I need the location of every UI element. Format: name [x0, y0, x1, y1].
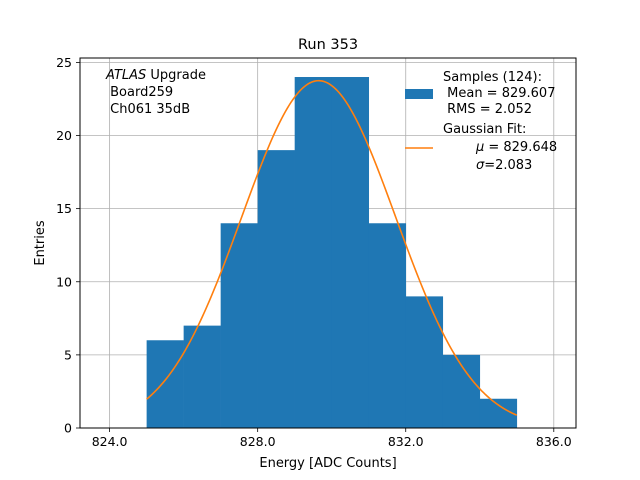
- x-tick-label: 824.0: [92, 434, 128, 449]
- atlas-annotation-line-3: Ch061 35dB: [106, 102, 190, 117]
- legend-histogram-line-1: Samples (124):: [443, 70, 542, 85]
- plot-frame: [79, 57, 577, 429]
- x-tick-label: 832.0: [388, 434, 424, 449]
- legend-fit-sigma: σ=2.083: [447, 158, 553, 173]
- gaussian-fit-curve: [146, 79, 518, 416]
- legend-histogram-line-3: RMS = 2.052: [443, 102, 532, 117]
- y-tick-label: 5: [64, 347, 72, 362]
- histogram-bars: [146, 77, 518, 429]
- legend: Samples (124): Mean = 829.607 RMS = 2.05…: [405, 70, 578, 173]
- histogram-bar: [442, 354, 481, 428]
- histogram-bar: [294, 77, 333, 429]
- y-tick-label: 15: [56, 201, 72, 216]
- atlas-annotation-line-2: Board259: [106, 85, 173, 100]
- y-axis-label: Entries: [33, 220, 48, 266]
- x-axis-label: Energy [ADC Counts]: [259, 456, 396, 471]
- histogram-bar: [146, 340, 184, 428]
- legend-histogram-swatch: [405, 89, 433, 99]
- chart-title: Run 353: [298, 37, 358, 53]
- x-axis-ticks: 824.0 828.0 832.0 836.0: [92, 428, 572, 449]
- atlas-upgrade-text: Upgrade: [146, 68, 206, 83]
- x-tick-label: 828.0: [240, 434, 276, 449]
- y-tick-label: 0: [64, 421, 72, 436]
- atlas-italic-text: ATLAS: [105, 68, 146, 83]
- histogram-bar: [479, 398, 518, 428]
- sigma-symbol: σ: [476, 158, 485, 173]
- atlas-annotation-line-1: ATLAS Upgrade: [105, 68, 206, 83]
- legend-fit-mu-value: = 829.648: [484, 140, 557, 155]
- y-axis-ticks: 0 5 10 15 20 25: [56, 55, 80, 436]
- histogram-bar: [331, 77, 370, 429]
- y-tick-label: 20: [56, 128, 72, 143]
- legend-fit-sigma-value: =2.083: [484, 158, 532, 173]
- x-tick-label: 836.0: [536, 434, 572, 449]
- histogram-bar: [405, 296, 444, 428]
- legend-fit-mu: μ = 829.648: [447, 140, 578, 155]
- histogram-bar: [257, 150, 295, 428]
- histogram-bar: [220, 223, 258, 428]
- legend-fit-title: Gaussian Fit:: [443, 122, 526, 137]
- histogram-bar: [368, 223, 407, 428]
- mu-symbol: μ: [475, 140, 484, 155]
- y-tick-label: 25: [56, 55, 72, 70]
- histogram-bar: [183, 325, 221, 428]
- legend-histogram-line-2: Mean = 829.607: [443, 86, 555, 101]
- y-tick-label: 10: [56, 274, 72, 289]
